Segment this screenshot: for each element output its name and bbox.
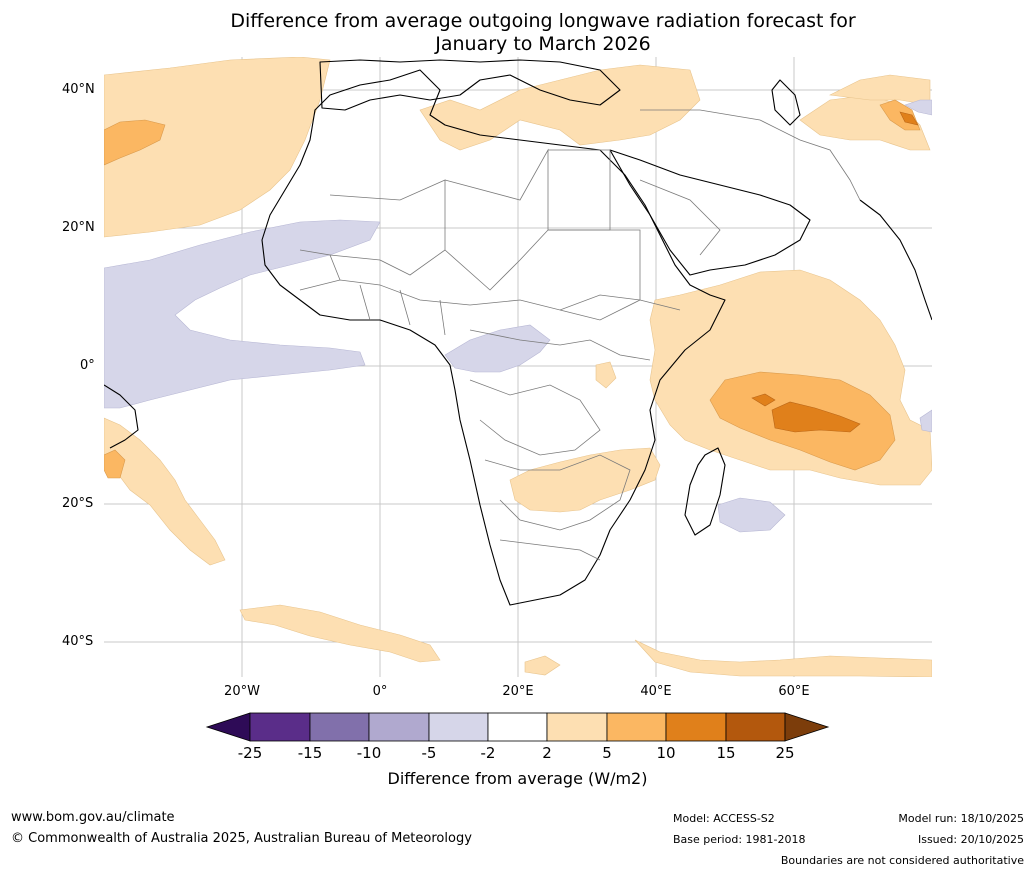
footer-issued: Issued: 20/10/2025	[917, 833, 1024, 846]
coast-india	[859, 199, 932, 321]
colorbar-bin-5	[487, 712, 548, 742]
lat-label-40n: 40°N	[62, 82, 95, 97]
lon-label-20e: 20°E	[502, 684, 534, 699]
colorbar-tick: 10	[656, 744, 676, 762]
title-line-1: Difference from average outgoing longwav…	[230, 10, 856, 32]
title-line-2: January to March 2026	[435, 33, 651, 55]
footer-model-run: Model run: 18/10/2025	[898, 812, 1024, 825]
coast-africa	[261, 69, 726, 606]
anomaly-10-15-regions	[751, 111, 919, 433]
anomaly-neg-regions	[104, 99, 932, 533]
colorbar-tick: -5	[421, 744, 437, 762]
lon-label-0: 0°	[372, 684, 388, 699]
anomaly-southern-indian-band	[634, 639, 932, 677]
colorbar-bin-8	[665, 712, 727, 742]
colorbar-bin-4	[428, 712, 489, 742]
country-borders	[299, 109, 861, 561]
anomaly-east-edge	[919, 409, 932, 433]
anomaly-indian-peak	[771, 401, 861, 433]
footer-disclaimer: Boundaries are not considered authoritat…	[780, 854, 1024, 867]
coast-madagascar	[684, 447, 726, 536]
map-title: Difference from average outgoing longwav…	[0, 10, 1035, 56]
lat-label-0: 0°	[80, 358, 95, 373]
lat-label-20n: 20°N	[62, 220, 95, 235]
colorbar-tick: -2	[480, 744, 496, 762]
anomaly-madagascar-east	[717, 497, 786, 533]
anomaly-central-africa	[444, 324, 551, 373]
footer-url[interactable]: www.bom.gov.au/climate	[11, 810, 175, 825]
colorbar-bin-3	[368, 712, 430, 742]
border-sudan	[548, 229, 641, 321]
anomaly-atlantic-core	[104, 119, 166, 166]
colorbar-bin-7	[606, 712, 667, 742]
border-congo	[469, 379, 601, 456]
lon-label-60e: 60°E	[778, 684, 810, 699]
lat-label-40s: 40°S	[62, 634, 94, 649]
border-west-africa	[299, 249, 446, 336]
colorbar-tick: 5	[602, 744, 612, 762]
coast-arabia	[609, 149, 811, 276]
colorbar-bin-1	[249, 712, 311, 742]
colorbar-bin-9	[725, 712, 786, 742]
colorbar-tick: 2	[542, 744, 552, 762]
colorbar-tick: 15	[716, 744, 736, 762]
colorbar-extend-high	[784, 712, 830, 742]
border-central	[469, 329, 651, 361]
anomaly-mediterranean-east	[419, 64, 701, 151]
coast-west-edge	[104, 384, 139, 449]
anomaly-himalaya-peak	[899, 111, 919, 126]
footer-copyright: © Commonwealth of Australia 2025, Austra…	[11, 831, 472, 846]
anomaly-southern-patch	[524, 655, 561, 676]
anomaly-caspian	[828, 74, 931, 106]
coastlines	[104, 59, 932, 606]
colorbar-tick: 25	[775, 744, 795, 762]
anomaly-north-east-edge	[904, 99, 932, 116]
colorbar-label: Difference from average (W/m2)	[387, 769, 648, 788]
coast-europe	[319, 59, 621, 111]
colorbar	[205, 712, 830, 742]
lat-label-20s: 20°S	[62, 496, 94, 511]
border-middle-east	[640, 109, 861, 201]
border-south	[484, 454, 631, 531]
colorbar-tick: -25	[237, 744, 263, 762]
lon-label-40e: 40°E	[640, 684, 672, 699]
anomaly-southern-africa	[509, 447, 661, 513]
anomaly-north-atlantic	[104, 57, 331, 238]
colorbar-tick: -15	[297, 744, 323, 762]
footer-base-period: Base period: 1981-2018	[673, 833, 806, 846]
anomaly-indian-peak-small	[751, 393, 776, 407]
border-southern-tip	[499, 539, 601, 561]
lon-label-20w: 20°W	[224, 684, 260, 699]
anomaly-south-atlantic-west	[104, 417, 226, 566]
coast-caspian	[771, 79, 801, 126]
footer-model: Model: ACCESS-S2	[673, 812, 775, 825]
border-sahel	[299, 279, 681, 311]
anomaly-south-atlantic-band	[239, 604, 441, 663]
colorbar-tick: -10	[356, 744, 382, 762]
colorbar-extend-low	[205, 712, 251, 742]
anomaly-east-africa-lake	[595, 361, 617, 389]
anomaly-tropical-atlantic	[104, 219, 381, 409]
colorbar-bin-6	[546, 712, 608, 742]
colorbar-bin-2	[309, 712, 370, 742]
border-arabia	[639, 179, 721, 256]
anomaly-west-africa-coast	[104, 449, 126, 479]
